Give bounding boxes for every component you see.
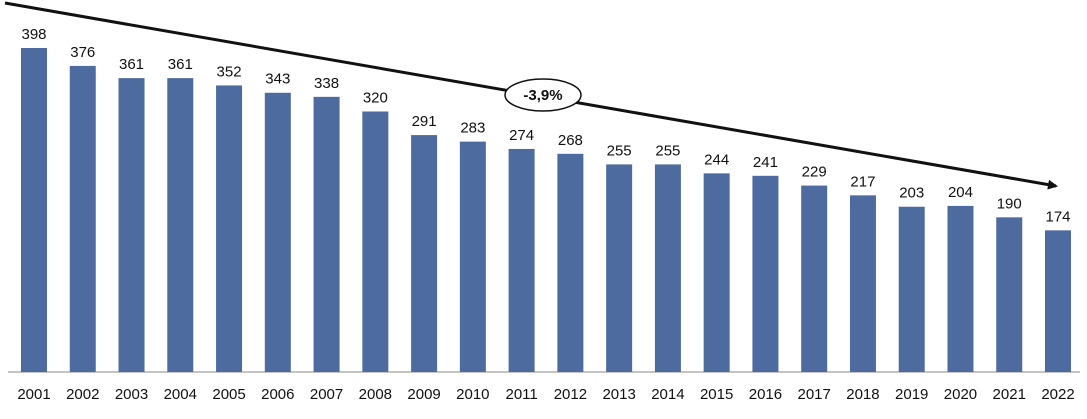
- value-label: 338: [314, 75, 339, 92]
- value-label: 255: [607, 142, 632, 159]
- x-tick-label: 2008: [359, 386, 392, 403]
- value-label: 283: [460, 120, 485, 137]
- value-label: 174: [1045, 208, 1070, 225]
- bar: [21, 48, 47, 372]
- x-tick-label: 2006: [261, 386, 294, 403]
- bar: [752, 175, 779, 372]
- x-tick-label: 2015: [700, 386, 733, 403]
- bar: [654, 164, 681, 372]
- bar: [606, 164, 633, 372]
- x-tick-label: 2020: [944, 386, 977, 403]
- value-label: 190: [997, 195, 1022, 212]
- bar: [703, 173, 730, 372]
- value-label: 398: [21, 26, 46, 43]
- x-tick-label: 2002: [66, 386, 99, 403]
- x-tick-label: 2016: [749, 386, 782, 403]
- x-tick-label: 2007: [310, 386, 343, 403]
- value-label: 291: [412, 113, 437, 130]
- value-label: 241: [753, 154, 778, 171]
- annotation: -3,9%: [523, 87, 562, 104]
- value-label: 244: [704, 151, 729, 168]
- x-tick-label: 2014: [651, 386, 684, 403]
- x-tick-label: 2013: [602, 386, 635, 403]
- x-tick-label: 2019: [895, 386, 928, 403]
- x-tick-label: 2017: [798, 386, 831, 403]
- bar: [996, 217, 1023, 372]
- x-tick-label: 2022: [1041, 386, 1074, 403]
- value-label: 361: [119, 56, 144, 73]
- bar: [118, 78, 145, 372]
- x-tick-label: 2004: [164, 386, 197, 403]
- x-tick-label: 2001: [17, 386, 50, 403]
- value-label: 343: [265, 71, 290, 88]
- value-label: 361: [168, 56, 193, 73]
- value-label: 203: [899, 185, 924, 202]
- bar: [167, 78, 194, 372]
- x-tick-label: 2011: [505, 386, 537, 403]
- bar: [1045, 230, 1071, 372]
- bar: [459, 141, 486, 372]
- value-label: 274: [509, 127, 534, 144]
- bar: [411, 135, 438, 372]
- bar: [508, 148, 535, 372]
- bar: [362, 111, 389, 372]
- bar: [557, 153, 584, 372]
- bar: [898, 206, 925, 372]
- bar: [313, 96, 340, 372]
- value-label: 352: [217, 63, 242, 80]
- value-label: 229: [802, 164, 827, 181]
- bar: [264, 92, 291, 373]
- x-tick-label: 2003: [115, 386, 148, 403]
- value-label: 320: [363, 89, 388, 106]
- x-tick-label: 2009: [407, 386, 440, 403]
- x-tick-label: 2010: [456, 386, 489, 403]
- bar: [69, 65, 96, 372]
- x-tick-label: 2005: [212, 386, 245, 403]
- annotation-ellipse: [504, 78, 582, 112]
- x-tick-label: 2012: [554, 386, 587, 403]
- value-label: 217: [850, 173, 875, 190]
- value-label: 255: [655, 142, 680, 159]
- x-tick-label: 2021: [993, 386, 1026, 403]
- value-label: 376: [70, 44, 95, 61]
- x-tick-label: 2018: [846, 386, 879, 403]
- value-label: 268: [558, 132, 583, 149]
- value-label: 204: [948, 184, 973, 201]
- bar: [801, 185, 828, 372]
- bar: [849, 195, 876, 372]
- bar: [947, 205, 974, 372]
- bar: [216, 85, 243, 372]
